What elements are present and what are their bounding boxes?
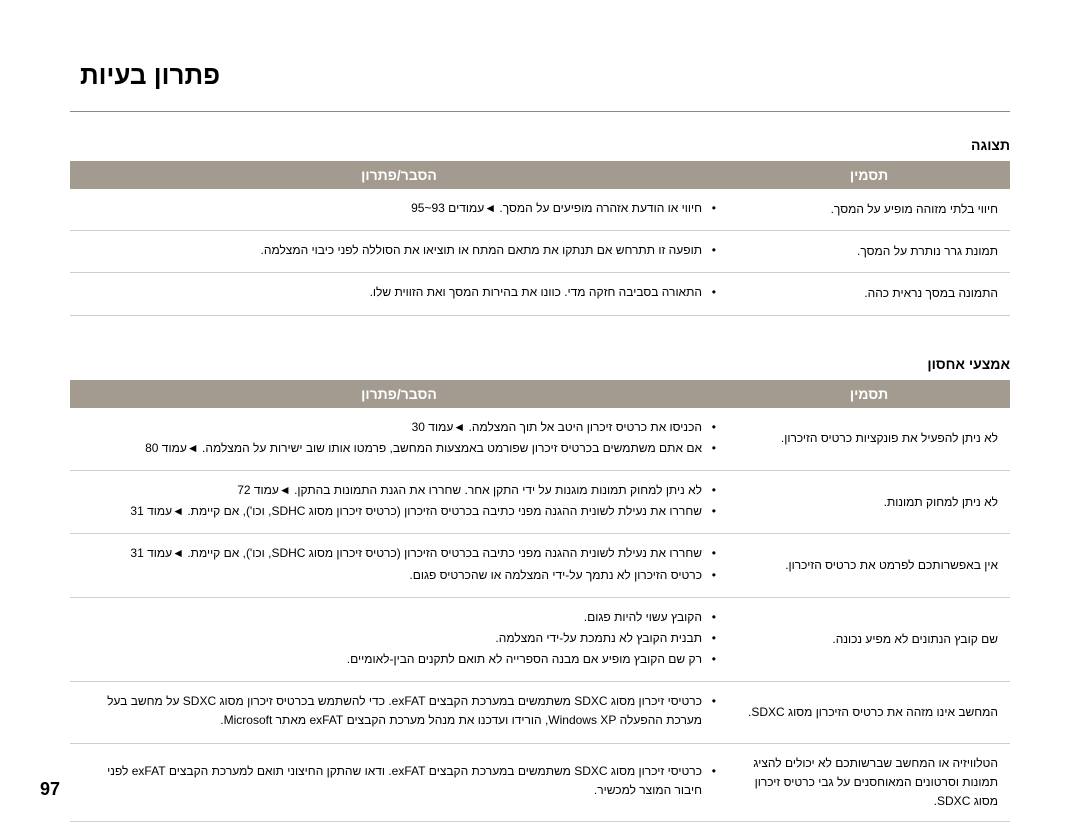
table-row: אין באפשרותכם לפרמט את כרטיס הזיכרון. שח…: [70, 534, 1010, 597]
cell-symptom: חיווי בלתי מזוהה מופיע על המסך.: [728, 189, 1010, 231]
cell-symptom: לא ניתן להפעיל את פונקציות כרטיס הזיכרון…: [728, 408, 1010, 471]
bullet-item: כרטיסי זיכרון מסוג SDXC משתמשים במערכת ה…: [82, 692, 716, 730]
bullet-item: הכניסו את כרטיס זיכרון היטב אל תוך המצלמ…: [82, 418, 716, 437]
bullet-item: התאורה בסביבה חזקה מדי. כוונו את בהירות …: [82, 283, 716, 302]
cell-solution: כרטיסי זיכרון מסוג SDXC משתמשים במערכת ה…: [70, 743, 728, 822]
bullet-item: לא ניתן למחוק תמונות מוגנות על ידי התקן …: [82, 481, 716, 500]
cell-solution: כרטיסי זיכרון מסוג SDXC משתמשים במערכת ה…: [70, 682, 728, 743]
page-title: פתרון בעיות: [80, 60, 1010, 91]
table-row: לא ניתן למחוק תמונות. לא ניתן למחוק תמונ…: [70, 470, 1010, 533]
cell-symptom: הטלוויזיה או המחשב שברשותכם לא יכולים לה…: [728, 743, 1010, 822]
table-storage: תסמין הסבר/פתרון לא ניתן להפעיל את פונקצ…: [70, 380, 1010, 823]
bullet-item: הקובץ עשוי להיות פגום.: [82, 608, 716, 627]
cell-solution: תופעה זו תתרחש אם תנתקו את מתאם המתח או …: [70, 231, 728, 273]
cell-solution: שחררו את נעילת לשונית ההגנה מפני כתיבה ב…: [70, 534, 728, 597]
bullet-item: תופעה זו תתרחש אם תנתקו את מתאם המתח או …: [82, 241, 716, 260]
cell-symptom: התמונה במסך נראית כהה.: [728, 273, 1010, 315]
cell-symptom: שם קובץ הנתונים לא מפיע נכונה.: [728, 597, 1010, 682]
cell-symptom: תמונת גרר נותרת על המסך.: [728, 231, 1010, 273]
title-divider: [70, 111, 1010, 112]
table-row: הטלוויזיה או המחשב שברשותכם לא יכולים לה…: [70, 743, 1010, 822]
col-symptom: תסמין: [728, 161, 1010, 189]
col-symptom: תסמין: [728, 380, 1010, 408]
table-row: לא ניתן להפעיל את פונקציות כרטיס הזיכרון…: [70, 408, 1010, 471]
table-row: שם קובץ הנתונים לא מפיע נכונה. הקובץ עשו…: [70, 597, 1010, 682]
table-row: התמונה במסך נראית כהה. התאורה בסביבה חזק…: [70, 273, 1010, 315]
col-solution: הסבר/פתרון: [70, 161, 728, 189]
cell-symptom: אין באפשרותכם לפרמט את כרטיס הזיכרון.: [728, 534, 1010, 597]
bullet-item: תבנית הקובץ לא נתמכת על-ידי המצלמה.: [82, 629, 716, 648]
bullet-item: שחררו את נעילת לשונית ההגנה מפני כתיבה ב…: [82, 544, 716, 563]
table-display: תסמין הסבר/פתרון חיווי בלתי מזוהה מופיע …: [70, 161, 1010, 316]
bullet-item: חיווי או הודעת אזהרה מופיעים על המסך. ◄ע…: [82, 199, 716, 218]
cell-solution: הכניסו את כרטיס זיכרון היטב אל תוך המצלמ…: [70, 408, 728, 471]
section-heading-storage: אמצעי אחסון: [70, 356, 1010, 372]
cell-solution: חיווי או הודעת אזהרה מופיעים על המסך. ◄ע…: [70, 189, 728, 231]
page-number: 97: [40, 779, 60, 800]
cell-solution: התאורה בסביבה חזקה מדי. כוונו את בהירות …: [70, 273, 728, 315]
bullet-item: כרטיס הזיכרון לא נתמך על-ידי המצלמה או ש…: [82, 566, 716, 585]
table-row: חיווי בלתי מזוהה מופיע על המסך. חיווי או…: [70, 189, 1010, 231]
bullet-item: שחררו את נעילת לשונית ההגנה מפני כתיבה ב…: [82, 502, 716, 521]
bullet-item: רק שם הקובץ מופיע אם מבנה הספרייה לא תוא…: [82, 650, 716, 669]
table-row: המחשב אינו מזהה את כרטיס הזיכרון מסוג SD…: [70, 682, 1010, 743]
cell-symptom: המחשב אינו מזהה את כרטיס הזיכרון מסוג SD…: [728, 682, 1010, 743]
cell-symptom: לא ניתן למחוק תמונות.: [728, 470, 1010, 533]
cell-solution: הקובץ עשוי להיות פגום. תבנית הקובץ לא נת…: [70, 597, 728, 682]
section-heading-display: תצוגה: [70, 137, 1010, 153]
table-row: תמונת גרר נותרת על המסך. תופעה זו תתרחש …: [70, 231, 1010, 273]
col-solution: הסבר/פתרון: [70, 380, 728, 408]
cell-solution: לא ניתן למחוק תמונות מוגנות על ידי התקן …: [70, 470, 728, 533]
bullet-item: אם אתם משתמשים בכרטיס זיכרון שפורמט באמצ…: [82, 439, 716, 458]
bullet-item: כרטיסי זיכרון מסוג SDXC משתמשים במערכת ה…: [82, 762, 716, 800]
